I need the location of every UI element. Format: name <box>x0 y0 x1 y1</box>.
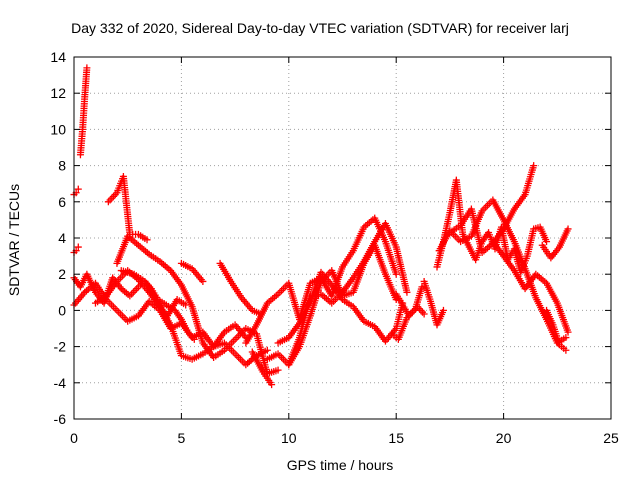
data-point <box>562 346 570 354</box>
data-point <box>83 64 91 72</box>
data-point <box>403 288 411 296</box>
data-point <box>564 225 572 233</box>
grid <box>74 57 611 419</box>
data-point <box>74 185 82 193</box>
y-tick-label: 14 <box>50 49 66 65</box>
x-axis-label: GPS time / hours <box>286 457 394 473</box>
data-point <box>392 270 400 278</box>
y-tick-label: 0 <box>58 302 66 318</box>
x-tick-label: 10 <box>281 430 297 446</box>
data-point <box>74 243 82 251</box>
y-tick-label: -4 <box>54 375 67 391</box>
x-tick-label: 20 <box>496 430 512 446</box>
data-point <box>182 301 190 309</box>
y-tick-label: 4 <box>58 230 66 246</box>
x-tick-label: 5 <box>178 430 186 446</box>
data-point <box>530 162 538 170</box>
y-tick-label: 6 <box>58 194 66 210</box>
data-point <box>564 328 572 336</box>
data-point <box>543 238 551 246</box>
data-point <box>199 277 207 285</box>
data-point <box>439 306 447 314</box>
data-point <box>268 381 276 389</box>
y-axis-label: SDTVAR / TECUs <box>6 183 22 297</box>
data-point <box>420 310 428 318</box>
data-point <box>263 346 271 354</box>
y-tick-label: 10 <box>50 121 66 137</box>
data-points <box>70 64 572 389</box>
y-tick-label: 12 <box>50 85 66 101</box>
y-tick-label: 8 <box>58 158 66 174</box>
data-point <box>562 334 570 342</box>
x-tick-label: 25 <box>603 430 619 446</box>
axis-ticks: 0 5 10 15 20 25 -6 -4 -2 0 2 4 6 8 10 12 14 <box>50 49 619 446</box>
y-tick-label: -2 <box>54 339 67 355</box>
y-tick-label: -6 <box>54 411 67 427</box>
data-point <box>274 366 282 374</box>
y-tick-label: 2 <box>58 266 66 282</box>
data-point <box>143 236 151 244</box>
x-tick-label: 15 <box>388 430 404 446</box>
x-tick-label: 0 <box>70 430 78 446</box>
chart-title: Day 332 of 2020, Sidereal Day-to-day VTE… <box>71 20 569 36</box>
